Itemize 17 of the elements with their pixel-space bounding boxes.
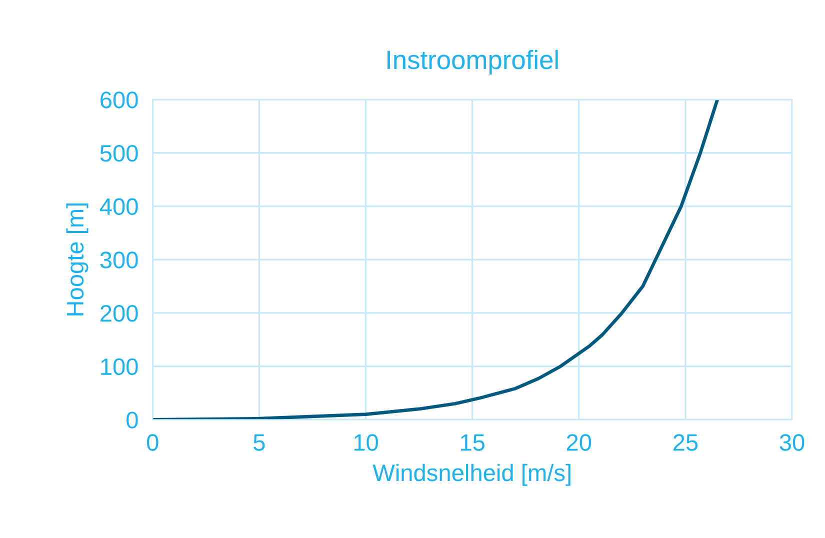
y-tick-label: 0 — [126, 412, 138, 428]
x-tick-label: 30 — [780, 434, 804, 451]
chart-title: Instroomprofiel — [387, 50, 558, 74]
x-tick-label: 20 — [566, 434, 592, 451]
x-axis-title: Windsnelheid [m/s] — [372, 464, 570, 486]
y-tick-label: 100 — [101, 358, 138, 376]
x-tick-label: 25 — [673, 434, 698, 451]
y-axis-title: Hoogte [m] — [66, 204, 88, 316]
x-tick-label: 0 — [146, 434, 158, 451]
y-tick-label: 600 — [100, 92, 138, 108]
x-tick-label: 5 — [254, 434, 265, 451]
x-tick-label: 15 — [460, 434, 484, 451]
y-tick-label: 500 — [100, 144, 138, 162]
y-tick-label: 400 — [100, 198, 138, 216]
x-tick-label: 10 — [354, 434, 378, 451]
y-tick-label: 300 — [100, 252, 138, 268]
y-tick-label: 200 — [100, 305, 138, 322]
